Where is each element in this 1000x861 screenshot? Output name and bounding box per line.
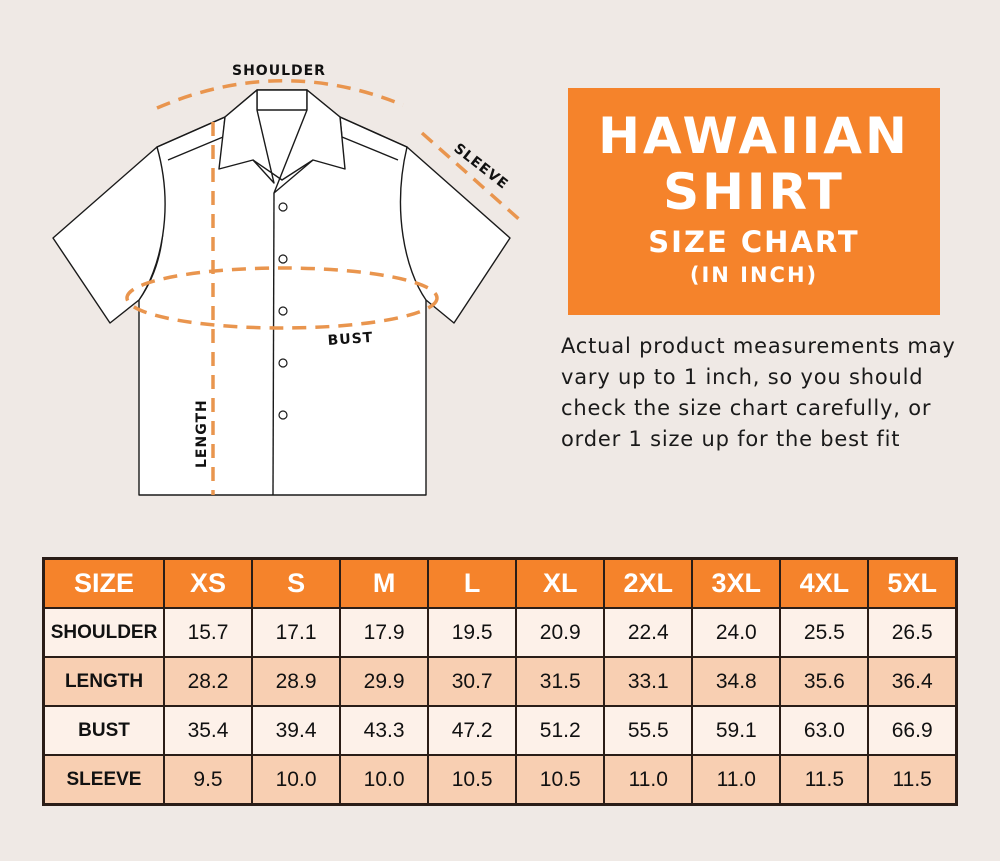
header-size-5xl: 5XL xyxy=(867,557,958,609)
table-cell: 11.5 xyxy=(779,754,870,806)
header-size-s: S xyxy=(251,557,342,609)
right-sleeve xyxy=(399,146,511,324)
shirt-diagram: SHOULDER SLEEVE BUST LENGTH xyxy=(52,63,523,496)
table-cell: 11.5 xyxy=(867,754,958,806)
table-row-shoulder: SHOULDER 15.7 17.1 17.9 19.5 20.9 22.4 24.0 25.5… xyxy=(42,607,958,658)
table-cell: 25.5 xyxy=(779,607,870,658)
table-cell: 10.5 xyxy=(427,754,518,806)
shoulder-measure-line xyxy=(156,79,404,110)
bust-measure-line xyxy=(125,266,439,330)
button xyxy=(278,358,288,368)
table-cell: 19.5 xyxy=(427,607,518,658)
header-size-2xl: 2XL xyxy=(603,557,694,609)
table-cell: 59.1 xyxy=(691,705,782,756)
row-label: SHOULDER xyxy=(42,607,165,658)
title-line-1: HAWAIIAN xyxy=(598,107,910,165)
measurement-note: Actual product measurements may vary up … xyxy=(561,334,956,451)
row-label: LENGTH xyxy=(42,656,165,707)
table-cell: 47.2 xyxy=(427,705,518,756)
button xyxy=(278,306,288,316)
table-row-sleeve: SLEEVE 9.5 10.0 10.0 10.5 10.5 11.0 11.0 11.5 11.… xyxy=(42,754,958,806)
table-cell: 35.4 xyxy=(162,705,254,756)
table-cell: 11.0 xyxy=(691,754,782,806)
title-banner: HAWAIIAN SHIRT SIZE CHART (IN INCH) xyxy=(568,88,940,315)
table-cell: 24.0 xyxy=(691,607,782,658)
table-row-bust: BUST 35.4 39.4 43.3 47.2 51.2 55.5 59.1 63.0 66.9 xyxy=(42,705,958,756)
table-cell: 29.9 xyxy=(339,656,430,707)
table-cell: 35.6 xyxy=(779,656,870,707)
bust-label: BUST xyxy=(327,330,374,349)
header-size-xs: XS xyxy=(162,557,254,609)
title-subtitle: SIZE CHART xyxy=(648,225,860,259)
collar xyxy=(256,89,308,111)
table-cell: 10.0 xyxy=(339,754,430,806)
header-row: SIZE XS S M L XL 2XL 3XL 4XL 5XL xyxy=(42,557,958,609)
table-cell: 22.4 xyxy=(603,607,694,658)
table-cell: 10.5 xyxy=(515,754,606,806)
table-cell: 11.0 xyxy=(603,754,694,806)
table-cell: 17.9 xyxy=(339,607,430,658)
button xyxy=(278,202,288,212)
table-cell: 26.5 xyxy=(867,607,958,658)
shirt-body xyxy=(138,89,427,496)
left-sleeve xyxy=(52,146,166,324)
table-cell: 30.7 xyxy=(427,656,518,707)
size-table: SIZE XS S M L XL 2XL 3XL 4XL 5XL SHOULDER 15.7 17.1… xyxy=(42,557,958,806)
table-cell: 28.2 xyxy=(162,656,254,707)
button xyxy=(278,254,288,264)
header-size-l: L xyxy=(427,557,518,609)
table-cell: 9.5 xyxy=(162,754,254,806)
table-cell: 39.4 xyxy=(251,705,342,756)
table-cell: 63.0 xyxy=(779,705,870,756)
title-unit: (IN INCH) xyxy=(689,263,819,287)
table-cell: 34.8 xyxy=(691,656,782,707)
header-size-3xl: 3XL xyxy=(691,557,782,609)
table-cell: 43.3 xyxy=(339,705,430,756)
table-cell: 51.2 xyxy=(515,705,606,756)
table-cell: 10.0 xyxy=(251,754,342,806)
title-line-2: SHIRT xyxy=(663,163,845,221)
row-label: BUST xyxy=(42,705,165,756)
table-cell: 36.4 xyxy=(867,656,958,707)
header-size-xl: XL xyxy=(515,557,606,609)
table-cell: 28.9 xyxy=(251,656,342,707)
table-cell: 66.9 xyxy=(867,705,958,756)
table-cell: 17.1 xyxy=(251,607,342,658)
table-cell: 15.7 xyxy=(162,607,254,658)
table-cell: 55.5 xyxy=(603,705,694,756)
button xyxy=(278,410,288,420)
header-size-m: M xyxy=(339,557,430,609)
header-size-4xl: 4XL xyxy=(779,557,870,609)
row-label: SLEEVE xyxy=(42,754,165,806)
table-cell: 31.5 xyxy=(515,656,606,707)
length-label: LENGTH xyxy=(194,399,210,468)
shoulder-label: SHOULDER xyxy=(232,63,326,79)
table-cell: 20.9 xyxy=(515,607,606,658)
header-size: SIZE xyxy=(42,557,165,609)
table-cell: 33.1 xyxy=(603,656,694,707)
table-row-length: LENGTH 28.2 28.9 29.9 30.7 31.5 33.1 34.8 35.6 36… xyxy=(42,656,958,707)
